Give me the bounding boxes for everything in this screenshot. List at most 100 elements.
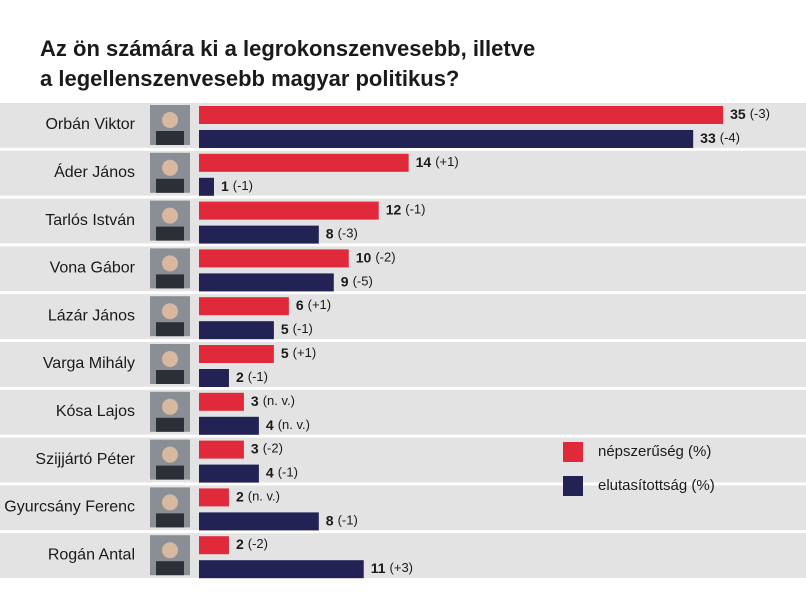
value-number: 33 [700, 130, 716, 146]
value-number: 8 [326, 225, 334, 241]
value-number: 2 [236, 369, 244, 385]
chart-title: Az ön számára ki a legrokonszenvesebb, i… [40, 36, 535, 61]
value-number: 6 [296, 297, 304, 313]
photo [150, 296, 190, 337]
bar [199, 273, 334, 292]
photo-head [162, 159, 178, 176]
bar [199, 177, 214, 196]
bar [199, 249, 349, 268]
photo-body [156, 417, 184, 432]
photo [150, 344, 190, 384]
value-label: 4 (-1) [266, 464, 298, 480]
row-band [0, 389, 806, 435]
category-label: Varga Mihály [43, 355, 135, 372]
bar [199, 440, 244, 459]
bar [199, 297, 289, 316]
bar [199, 321, 274, 340]
value-label: 3 (n. v.) [251, 393, 295, 409]
bar [199, 153, 409, 172]
value-number: 4 [266, 464, 274, 480]
value-label: 12 (-1) [386, 201, 426, 217]
bar [199, 488, 229, 507]
value-change: (n. v.) [263, 393, 295, 408]
value-change: (+1) [435, 154, 458, 169]
bar [199, 130, 694, 148]
bar [199, 536, 229, 555]
bar [199, 369, 229, 387]
category-label: Orbán Viktor [45, 116, 135, 133]
photo [150, 439, 190, 480]
legend-label: elutasítottság (%) [598, 477, 715, 494]
bar [199, 106, 724, 124]
value-change: (-2) [263, 441, 283, 456]
value-change: (-3) [338, 226, 358, 241]
value-change: (-1) [278, 465, 298, 480]
value-number: 5 [281, 321, 289, 337]
value-change: (-4) [720, 130, 740, 145]
photo-body [156, 131, 184, 145]
row-band [0, 342, 806, 387]
bar [199, 560, 364, 579]
photo-body [156, 561, 184, 576]
value-change: (-1) [405, 202, 425, 217]
value-change: (-3) [750, 106, 770, 121]
photo-body [156, 370, 184, 384]
photo-body [156, 274, 184, 289]
value-label: 2 (-2) [236, 536, 268, 552]
value-label: 1 (-1) [221, 178, 253, 194]
value-change: (-2) [375, 250, 395, 265]
category-label: Rogán Antal [48, 546, 135, 563]
value-number: 3 [251, 393, 259, 409]
photo-head [162, 446, 178, 463]
photo-body [156, 322, 184, 337]
value-number: 4 [266, 417, 274, 433]
photo-head [162, 255, 178, 272]
value-number: 2 [236, 536, 244, 552]
bar [199, 225, 319, 244]
photo-body [156, 513, 184, 528]
value-number: 10 [356, 249, 372, 265]
row-band [0, 198, 806, 244]
photo-body [156, 226, 184, 241]
bar [199, 416, 259, 435]
value-number: 2 [236, 488, 244, 504]
value-label: 5 (-1) [281, 321, 313, 337]
category-label: Vona Gábor [50, 260, 136, 277]
value-change: (-5) [353, 274, 373, 289]
value-number: 11 [371, 560, 386, 576]
legend-swatch [563, 442, 583, 462]
category-label: Áder János [54, 162, 135, 181]
legend-swatch [563, 476, 583, 496]
chart-title: a legellenszenvesebb magyar politikus? [40, 66, 459, 91]
value-label: 11 (+3) [371, 560, 413, 576]
photo [150, 248, 190, 289]
photo-head [162, 112, 178, 128]
value-number: 3 [251, 440, 259, 456]
value-change: (-1) [248, 369, 268, 384]
photo-head [162, 303, 178, 320]
value-number: 14 [416, 154, 432, 170]
photo-head [162, 207, 178, 224]
bar [199, 392, 244, 411]
category-label: Szijjártó Péter [35, 451, 135, 468]
value-number: 1 [221, 178, 229, 194]
photo [150, 105, 190, 145]
row-band [0, 294, 806, 339]
value-change: (+3) [390, 561, 413, 576]
category-label: Kósa Lajos [56, 403, 135, 420]
photo [150, 487, 190, 528]
value-number: 8 [326, 512, 334, 528]
value-label: 10 (-2) [356, 249, 396, 265]
value-label: 9 (-5) [341, 273, 373, 289]
value-change: (+1) [293, 345, 316, 360]
bar [199, 464, 259, 483]
photo-head [162, 351, 178, 367]
category-label: Tarlós István [45, 212, 135, 229]
photo-head [162, 542, 178, 559]
value-number: 35 [730, 106, 746, 122]
value-label: 35 (-3) [730, 106, 770, 122]
value-label: 6 (+1) [296, 297, 331, 313]
photo-body [156, 465, 184, 480]
row-band [0, 246, 806, 292]
